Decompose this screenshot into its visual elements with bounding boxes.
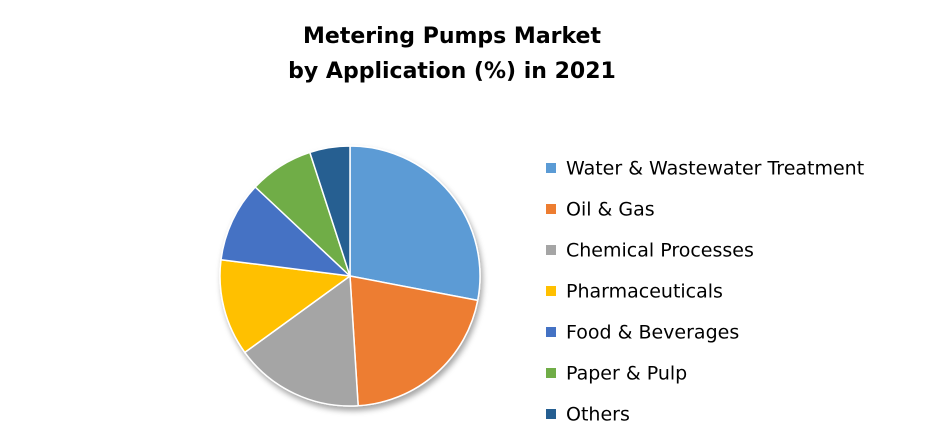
legend-marker bbox=[546, 204, 556, 214]
chart-title: Metering Pumps Market bbox=[303, 24, 601, 49]
legend-marker bbox=[546, 245, 556, 255]
pie-slice bbox=[219, 258, 352, 354]
legend-label: Pharmaceuticals bbox=[566, 281, 723, 303]
pie-slice bbox=[243, 274, 359, 407]
legend-label: Water & Wastewater Treatment bbox=[566, 158, 864, 180]
legend-label: Paper & Pulp bbox=[566, 363, 687, 385]
pie-slice bbox=[220, 185, 353, 278]
legend-marker bbox=[546, 286, 556, 296]
legend-label: Chemical Processes bbox=[566, 240, 754, 262]
legend: Water & Wastewater Treatment Oil & Gas Che… bbox=[546, 158, 864, 426]
chart-title: by Application (%) in 2021 bbox=[288, 59, 616, 84]
legend-marker bbox=[546, 327, 556, 337]
legend-marker bbox=[546, 409, 556, 419]
legend-marker bbox=[546, 368, 556, 378]
pie-slice bbox=[308, 145, 351, 277]
pie-slice bbox=[349, 275, 479, 407]
legend-label: Others bbox=[566, 404, 630, 426]
legend-label: Food & Beverages bbox=[566, 322, 739, 344]
pie bbox=[219, 145, 481, 407]
legend-label: Oil & Gas bbox=[566, 199, 655, 221]
legend-marker bbox=[546, 163, 556, 173]
pie-slice bbox=[349, 145, 481, 302]
